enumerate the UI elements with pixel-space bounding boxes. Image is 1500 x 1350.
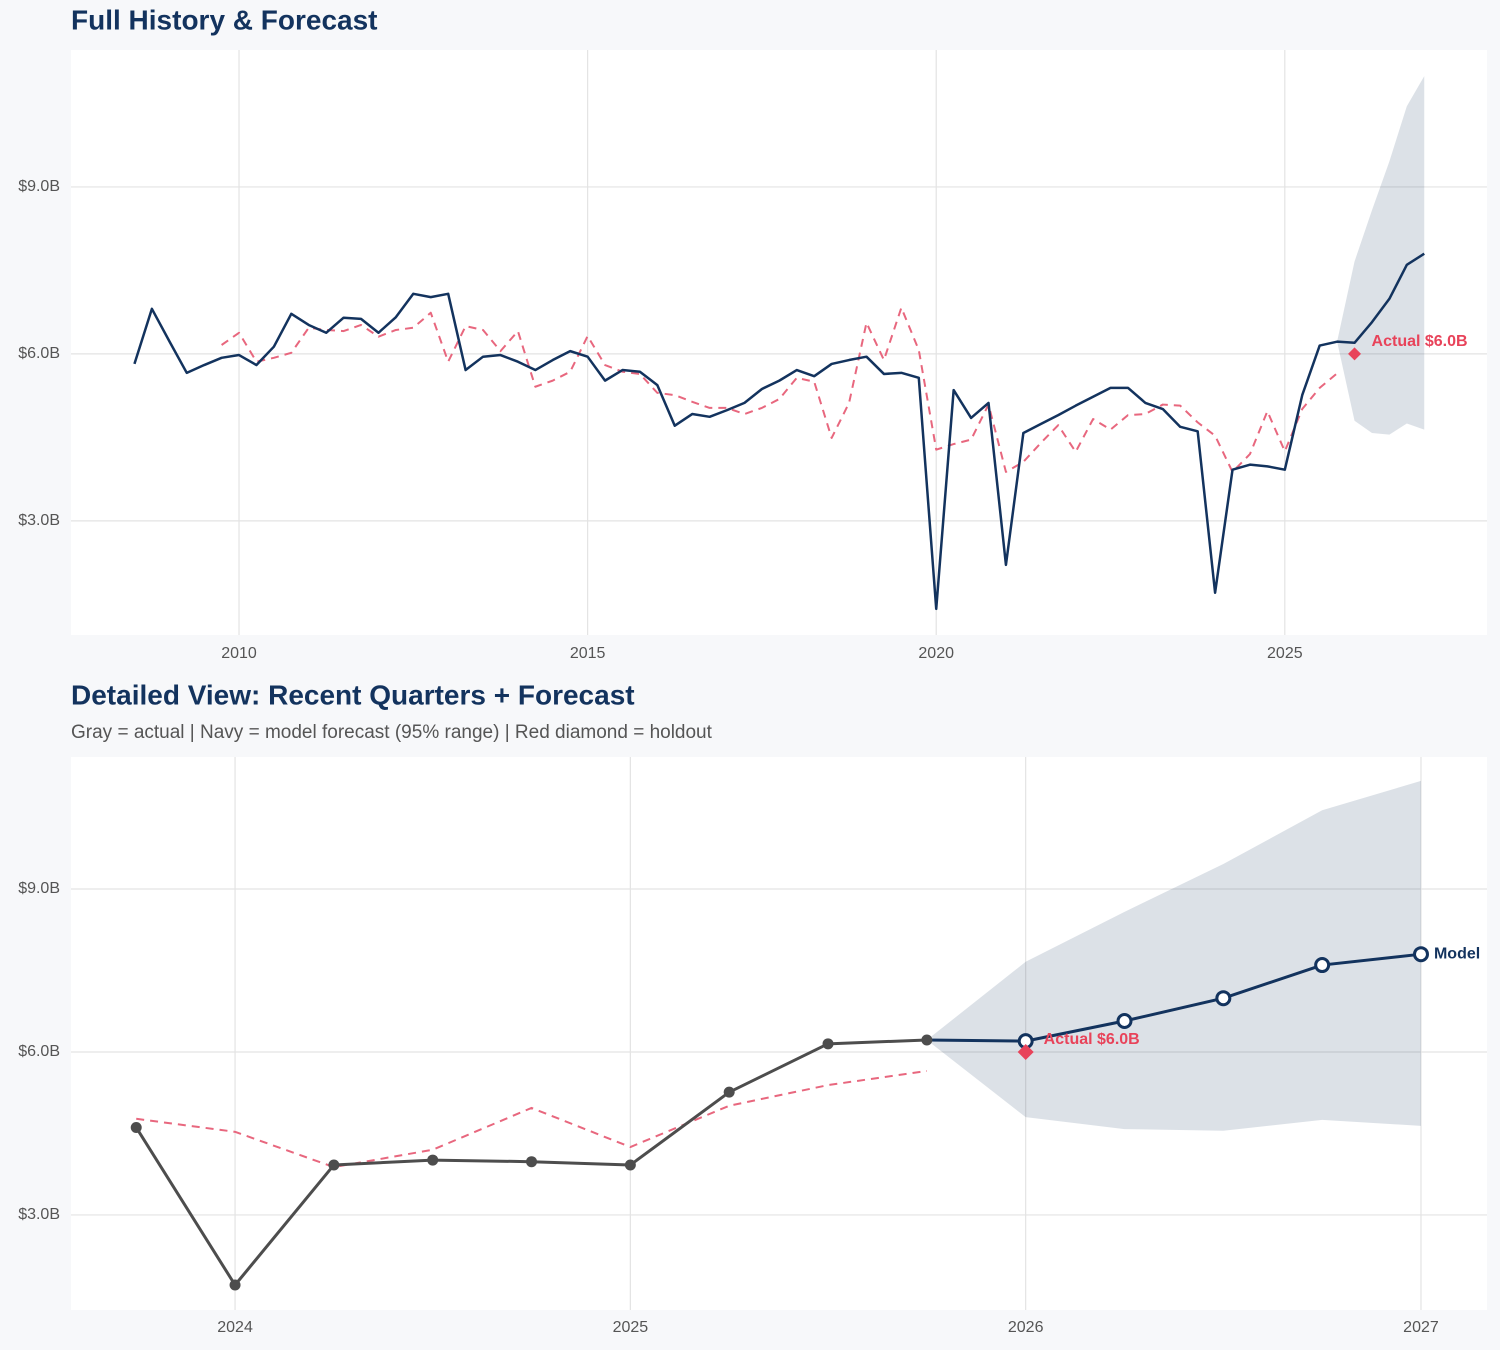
x-tick-label: 2020 — [918, 645, 954, 662]
x-tick-label: 2024 — [217, 1319, 253, 1336]
point — [723, 1086, 735, 1098]
x-tick-label: 2010 — [221, 645, 257, 662]
point — [328, 1159, 340, 1171]
holdout-marker — [1348, 347, 1362, 361]
point — [624, 1159, 636, 1171]
point — [427, 1154, 439, 1166]
holdout-marker — [1017, 1043, 1034, 1060]
plot-area — [71, 50, 1487, 635]
chart-title: Detailed View: Recent Quarters + Forecas… — [71, 679, 635, 710]
point — [229, 1279, 241, 1291]
y-tick-label: $6.0B — [18, 1043, 60, 1060]
fit-line — [136, 1069, 927, 1169]
point — [130, 1121, 142, 1133]
point — [526, 1156, 538, 1168]
series-line — [926, 952, 1422, 1043]
x-tick-label: 2025 — [613, 1319, 649, 1336]
y-tick-label: $3.0B — [18, 512, 60, 529]
forecast-band — [926, 780, 1421, 1131]
fit-line — [221, 306, 1338, 473]
holdout-label: Actual $6.0B — [1044, 1031, 1140, 1048]
y-tick-label: $9.0B — [18, 178, 60, 195]
point — [921, 1034, 933, 1046]
x-tick-label: 2025 — [1267, 645, 1303, 662]
chart-subtitle: Gray = actual | Navy = model forecast (9… — [71, 722, 713, 743]
point — [1412, 946, 1429, 963]
end-label: Model — [1434, 945, 1480, 962]
x-tick-label: 2015 — [570, 645, 606, 662]
chart-title: Full History & Forecast — [71, 4, 378, 35]
y-tick-label: $6.0B — [18, 345, 60, 362]
plot-area — [71, 757, 1487, 1310]
y-tick-label: $3.0B — [18, 1206, 60, 1223]
point — [1215, 990, 1232, 1007]
point — [1314, 957, 1331, 974]
point — [1116, 1013, 1133, 1030]
y-tick-label: $9.0B — [18, 880, 60, 897]
holdout-label: Actual $6.0B — [1372, 333, 1468, 350]
series-line — [133, 252, 1425, 611]
point — [822, 1038, 834, 1050]
x-tick-label: 2027 — [1403, 1319, 1439, 1336]
forecast-band — [1337, 76, 1425, 435]
x-tick-label: 2026 — [1008, 1319, 1044, 1336]
